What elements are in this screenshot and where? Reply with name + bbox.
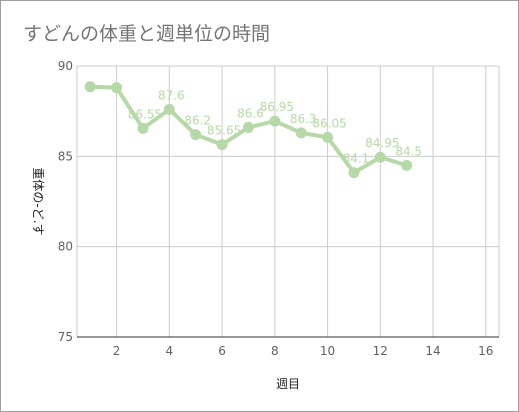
data-point xyxy=(111,82,123,94)
chart-title: すどんの体重と週単位の時間 xyxy=(23,23,271,45)
y-tick-label: 80 xyxy=(58,240,73,254)
y-tick-label: 75 xyxy=(58,330,73,344)
x-tick-label: 8 xyxy=(271,344,279,358)
x-axis-title: 週目 xyxy=(276,377,300,391)
y-tick-label: 85 xyxy=(58,149,73,163)
data-point xyxy=(295,127,307,139)
x-axis-ticks: 2 4 6 8 10 12 14 16 xyxy=(113,344,494,358)
x-tick-label: 16 xyxy=(478,344,493,358)
data-label: 85.65 xyxy=(207,124,241,138)
data-label: 84.95 xyxy=(365,136,399,150)
data-point xyxy=(374,151,386,163)
x-tick-label: 4 xyxy=(165,344,173,358)
vertical-gridlines xyxy=(76,66,500,337)
data-point xyxy=(163,103,175,115)
x-tick-label: 12 xyxy=(373,344,388,358)
data-label: 86.6 xyxy=(237,106,264,120)
data-point xyxy=(216,139,228,151)
data-label: 86.95 xyxy=(260,100,294,114)
data-point xyxy=(269,115,281,127)
data-label: 86.55 xyxy=(128,107,162,121)
data-label: 86.3 xyxy=(290,112,317,126)
data-label: 84.5 xyxy=(395,144,422,158)
data-point xyxy=(137,122,149,134)
horizontal-gridlines xyxy=(77,65,499,338)
data-point xyxy=(190,129,202,141)
x-tick-label: 14 xyxy=(425,344,440,358)
y-tick-label: 90 xyxy=(58,59,73,73)
data-label: 87.6 xyxy=(158,88,185,102)
data-point xyxy=(348,167,360,179)
y-axis-ticks: 75 80 85 90 xyxy=(58,59,73,344)
data-point xyxy=(84,81,96,93)
x-tick-label: 10 xyxy=(320,344,335,358)
x-tick-label: 2 xyxy=(113,344,121,358)
data-point xyxy=(401,159,413,171)
data-label: 84.1 xyxy=(343,152,370,166)
y-axis-title: 重体の-ど.す xyxy=(31,167,45,235)
data-label: 86.05 xyxy=(312,116,346,130)
data-point xyxy=(242,121,254,133)
data-point xyxy=(322,131,334,143)
data-label: 86.2 xyxy=(184,114,211,128)
x-tick-label: 6 xyxy=(218,344,226,358)
series-weight xyxy=(84,81,413,179)
